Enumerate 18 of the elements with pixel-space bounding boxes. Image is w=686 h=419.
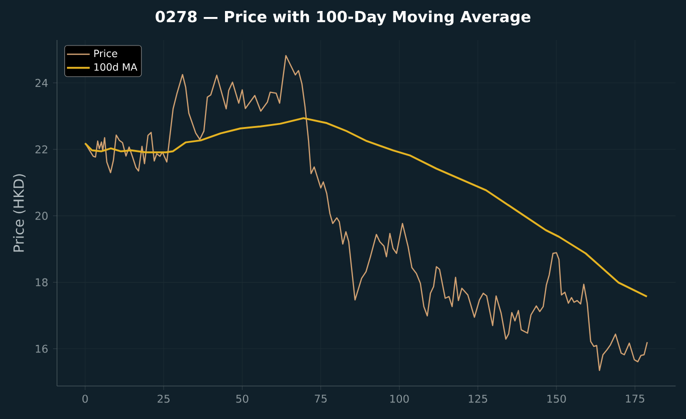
chart-title: 0278 — Price with 100-Day Moving Average — [156, 10, 530, 26]
x-tick-label: 100 — [390, 394, 409, 403]
x-tick-label: 50 — [236, 394, 248, 403]
legend-label: Price — [94, 49, 118, 58]
y-tick-label: 20 — [35, 212, 48, 220]
y-axis-title: Price (HKD) — [13, 174, 26, 252]
x-tick-label: 125 — [468, 394, 488, 403]
x-tick-label: 150 — [547, 394, 566, 403]
y-tick-label: 18 — [36, 278, 48, 286]
y-tick-label: 22 — [35, 145, 48, 154]
x-tick-label: 175 — [626, 394, 644, 403]
y-tick-label: 24 — [35, 78, 48, 87]
x-tick-label: 0 — [82, 394, 88, 403]
line-series — [84, 117, 648, 298]
legend-label: 100d MA — [94, 63, 138, 71]
y-tick-label: 16 — [36, 344, 48, 353]
x-tick-label: 25 — [158, 394, 170, 403]
x-tick-label: 75 — [314, 394, 327, 403]
